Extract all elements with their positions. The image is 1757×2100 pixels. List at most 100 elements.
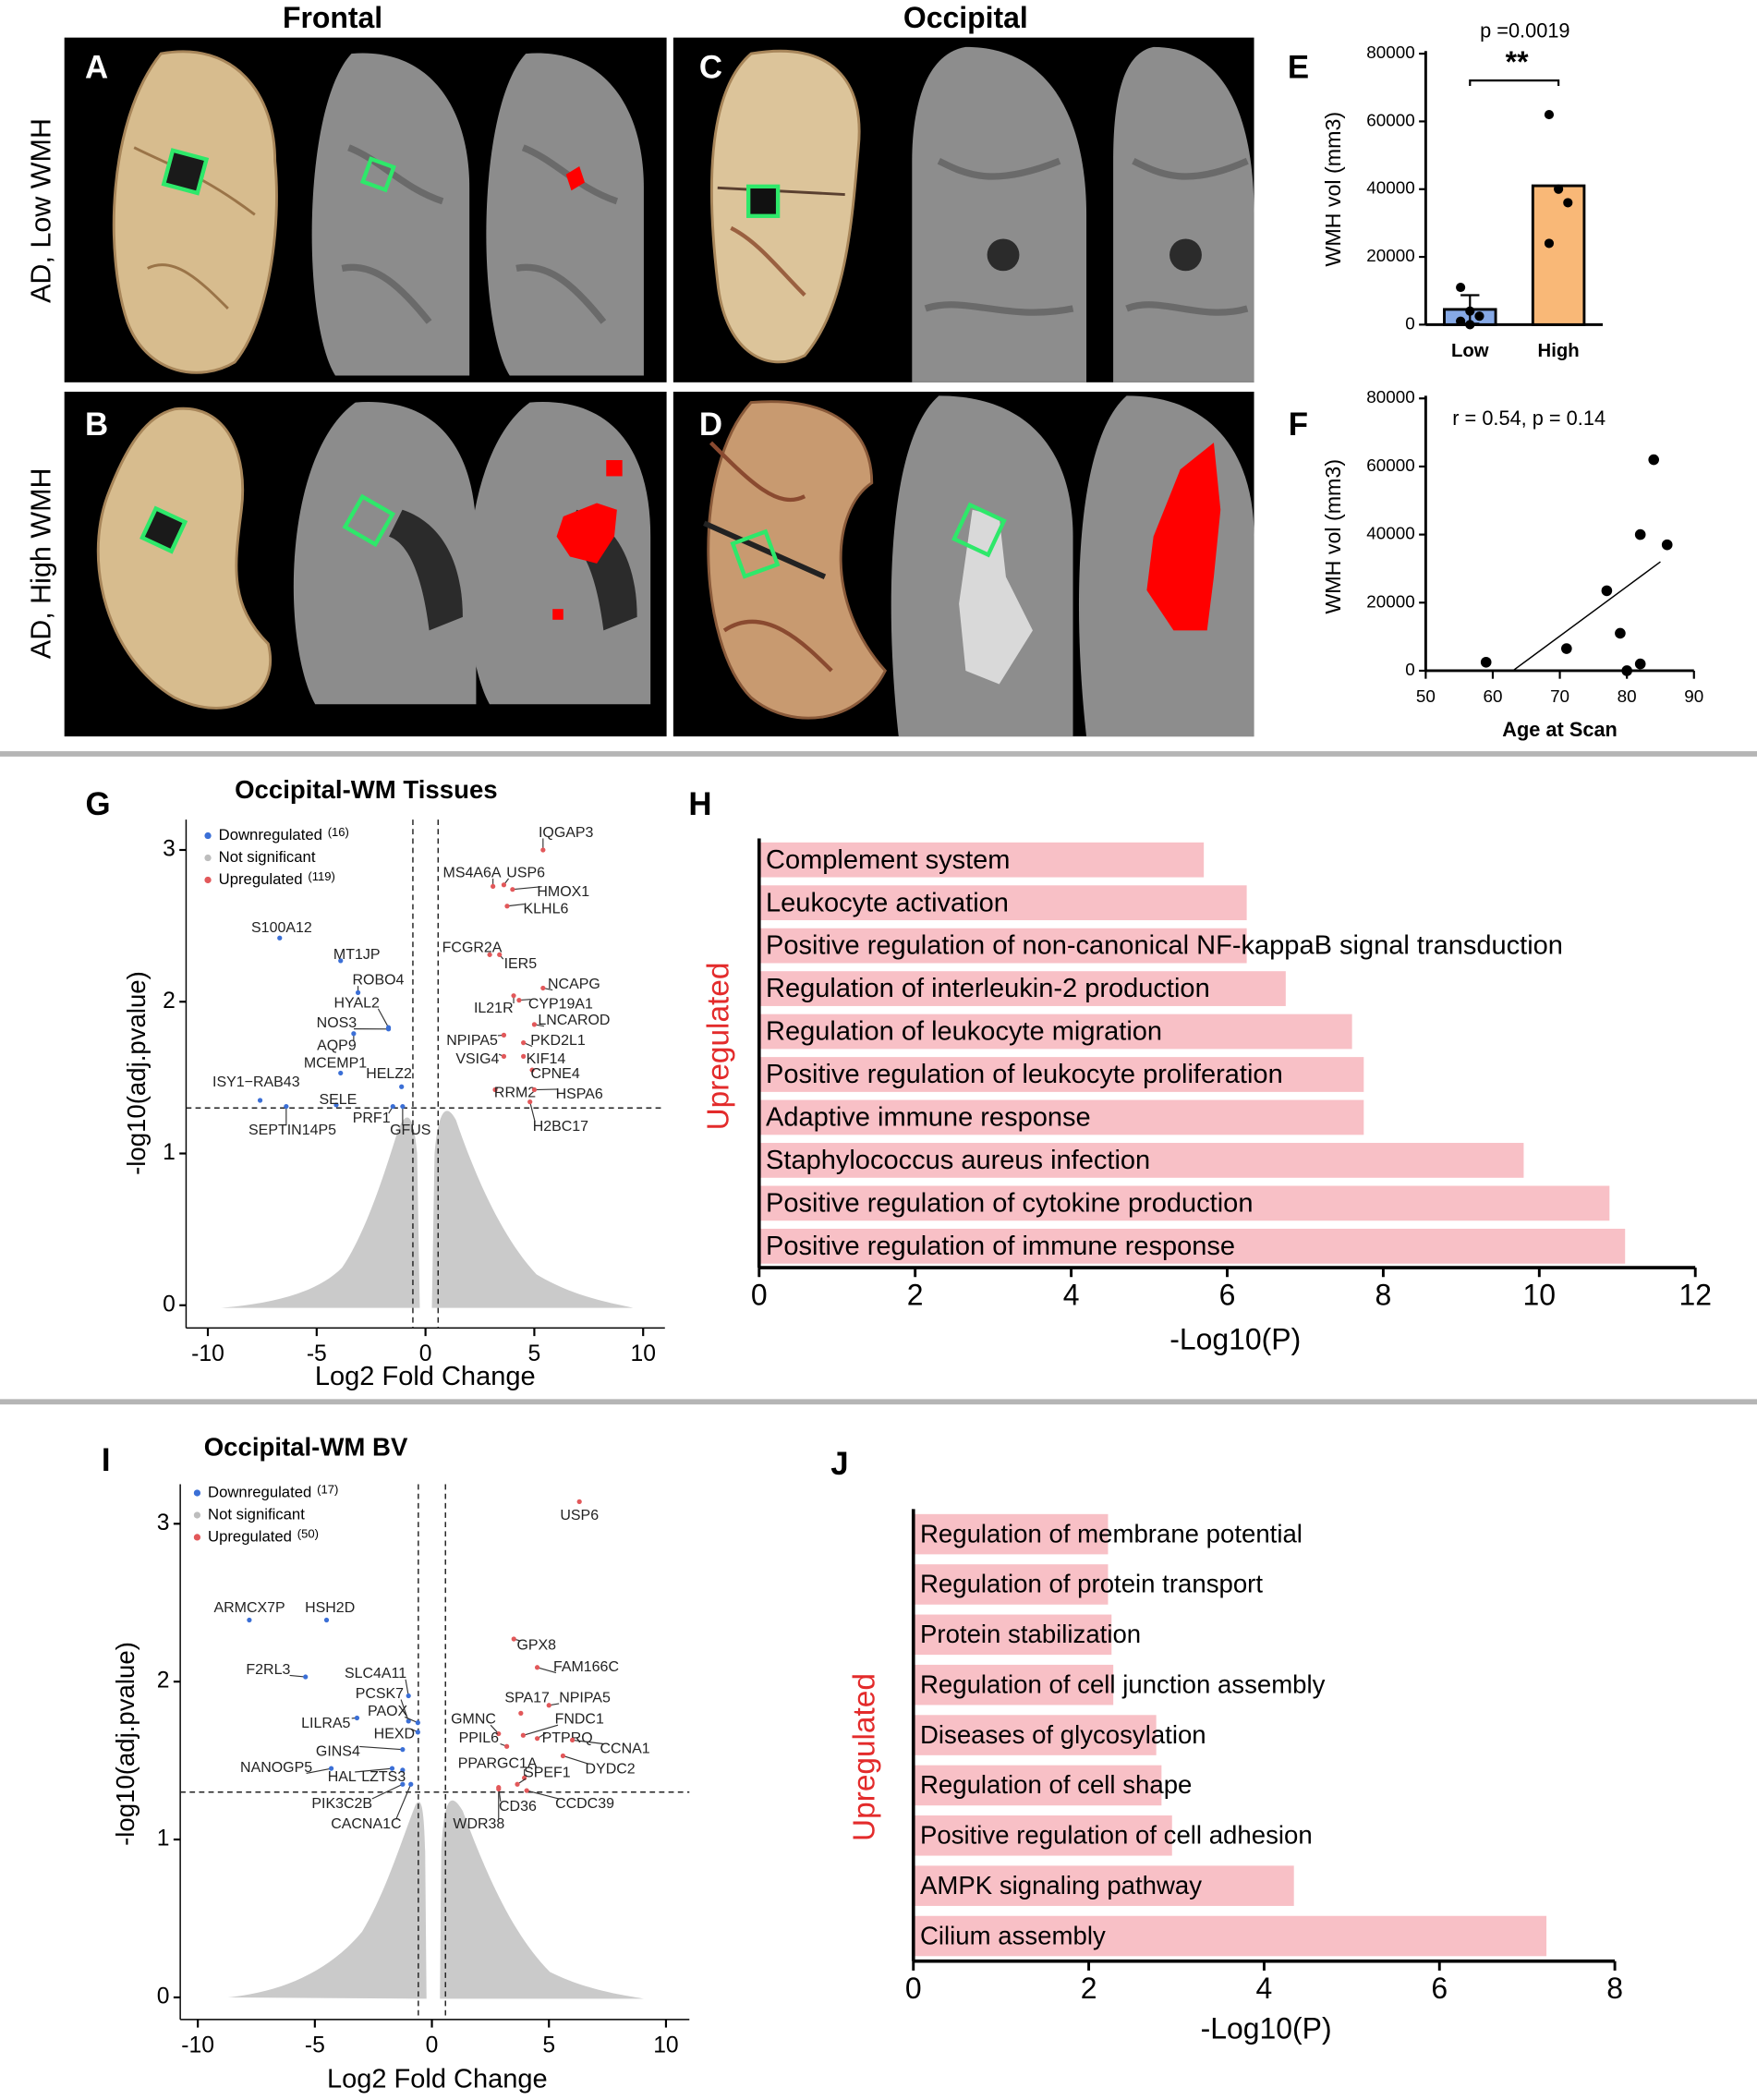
x-tick-label: -5: [305, 2033, 325, 2058]
legend-label: Downregulated: [219, 826, 322, 844]
data-point: [415, 1730, 420, 1735]
gene-label: ARMCX7P: [213, 1600, 285, 1616]
data-point: [515, 1781, 520, 1787]
y-axis-label: -log10(adj.pvalue): [111, 1642, 139, 1846]
data-point: [284, 1103, 289, 1110]
bar: [758, 928, 1247, 964]
leader-line: [405, 1679, 409, 1696]
bar: [1531, 184, 1586, 326]
y-tick-label: 60000: [1366, 110, 1414, 129]
leader-line: [529, 1101, 536, 1122]
x-tick-label: 8: [1606, 1972, 1623, 2005]
bar-label: Regulation of cell junction assembly: [920, 1669, 1326, 1698]
data-point: [390, 1103, 395, 1110]
data-point: [400, 1781, 406, 1787]
y-axis-label: Upregulated: [701, 963, 735, 1131]
data-point: [531, 1086, 538, 1093]
y-axis-label: -log10(adj.pvalue): [122, 971, 151, 1175]
legend-count: (119): [308, 869, 335, 883]
y-tick-label: 3: [157, 1511, 170, 1536]
data-point: [338, 1070, 344, 1076]
x-axis-label: -Log10(P): [1169, 1322, 1301, 1355]
image-panel-b: [64, 391, 667, 737]
image-panel-c: [673, 37, 1254, 382]
data-point: [354, 1715, 360, 1721]
bar-label: Regulation of interleukin-2 production: [766, 974, 1210, 1003]
leader-line: [395, 1784, 412, 1820]
column-title: Occipital: [903, 1, 1028, 34]
data-point: [540, 985, 546, 991]
data-point: [487, 952, 492, 957]
gene-label: SELE: [319, 1092, 357, 1108]
gene-label: PPIL6: [459, 1730, 500, 1746]
data-point: [501, 882, 507, 888]
panel-label: A: [85, 50, 108, 86]
x-tick-label: 4: [1063, 1278, 1080, 1311]
row-label: AD, High WMH: [26, 467, 57, 659]
y-tick-label: 2: [157, 1669, 170, 1693]
leader-line: [523, 1724, 559, 1736]
y-tick-label: 20000: [1366, 591, 1414, 611]
data-point: [560, 1753, 566, 1759]
gene-label: GPX8: [516, 1638, 556, 1654]
data-point: [1648, 454, 1660, 466]
bar: [758, 971, 1286, 1006]
x-tick-label: 0: [905, 1972, 922, 2005]
annotation: r = 0.54, p = 0.14: [1452, 407, 1606, 430]
legend-count: (17): [317, 1483, 338, 1497]
separator: [0, 751, 1757, 757]
data-point: [501, 1053, 507, 1059]
data-point: [389, 1766, 395, 1771]
data-point: [521, 1053, 527, 1059]
data-point: [1661, 539, 1673, 551]
bar-label: Staphylococcus aureus infection: [766, 1146, 1150, 1175]
data-point: [247, 1617, 252, 1623]
gene-label: FNDC1: [555, 1712, 604, 1728]
x-tick-label: 80: [1618, 686, 1637, 706]
gene-label: HAL: [328, 1769, 357, 1785]
image-panel-d: [673, 391, 1254, 737]
x-tick-label: -5: [307, 1341, 327, 1366]
legend-swatch: [204, 876, 212, 884]
data-point: [328, 1766, 334, 1771]
gene-label: LILRA5: [301, 1716, 350, 1731]
y-tick-label: 40000: [1366, 524, 1414, 543]
leader-line: [306, 1767, 332, 1775]
y-tick-label: 60000: [1366, 455, 1414, 475]
x-tick-label: 2: [907, 1278, 924, 1311]
gene-label: LZTS3: [361, 1769, 406, 1785]
gene-label: AQP9: [317, 1038, 357, 1054]
bar-label: Regulation of leukocyte migration: [766, 1017, 1162, 1047]
gene-label: USP6: [560, 1508, 599, 1523]
data-point: [1465, 306, 1475, 316]
gene-label: HSPA6: [556, 1086, 603, 1102]
y-axis-label: WMH vol (mm3): [1321, 459, 1345, 614]
gene-label: HMOX1: [537, 884, 589, 900]
gene-label: HYAL2: [333, 995, 380, 1011]
y-tick-label: 1: [157, 1827, 170, 1851]
gene-label: IL21R: [474, 1001, 514, 1016]
data-point: [1544, 238, 1555, 249]
data-point: [303, 1674, 309, 1680]
x-tick-label: 5: [528, 1341, 541, 1366]
legend-swatch: [204, 854, 212, 862]
data-point: [531, 1022, 538, 1027]
gene-label: ISY1−RAB43: [212, 1074, 300, 1090]
legend-label: Downregulated: [208, 1483, 311, 1500]
data-point: [1621, 665, 1632, 676]
x-tick-label: 5: [542, 2033, 555, 2058]
gene-label: FCGR2A: [442, 941, 503, 956]
gene-label: HSH2D: [305, 1600, 355, 1616]
gene-label: SLC4A11: [345, 1666, 406, 1681]
legend-label: Upregulated: [208, 1527, 292, 1545]
data-point: [406, 1693, 411, 1699]
data-point: [400, 1747, 406, 1753]
data-point: [355, 989, 361, 996]
data-point: [504, 904, 510, 909]
data-point: [1615, 627, 1626, 639]
data-point: [529, 1067, 535, 1073]
panel-label: C: [699, 50, 722, 86]
y-tick-label: 0: [1405, 313, 1414, 333]
gene-label: SPEF1: [524, 1766, 571, 1781]
gene-label: PAOX: [368, 1704, 408, 1719]
